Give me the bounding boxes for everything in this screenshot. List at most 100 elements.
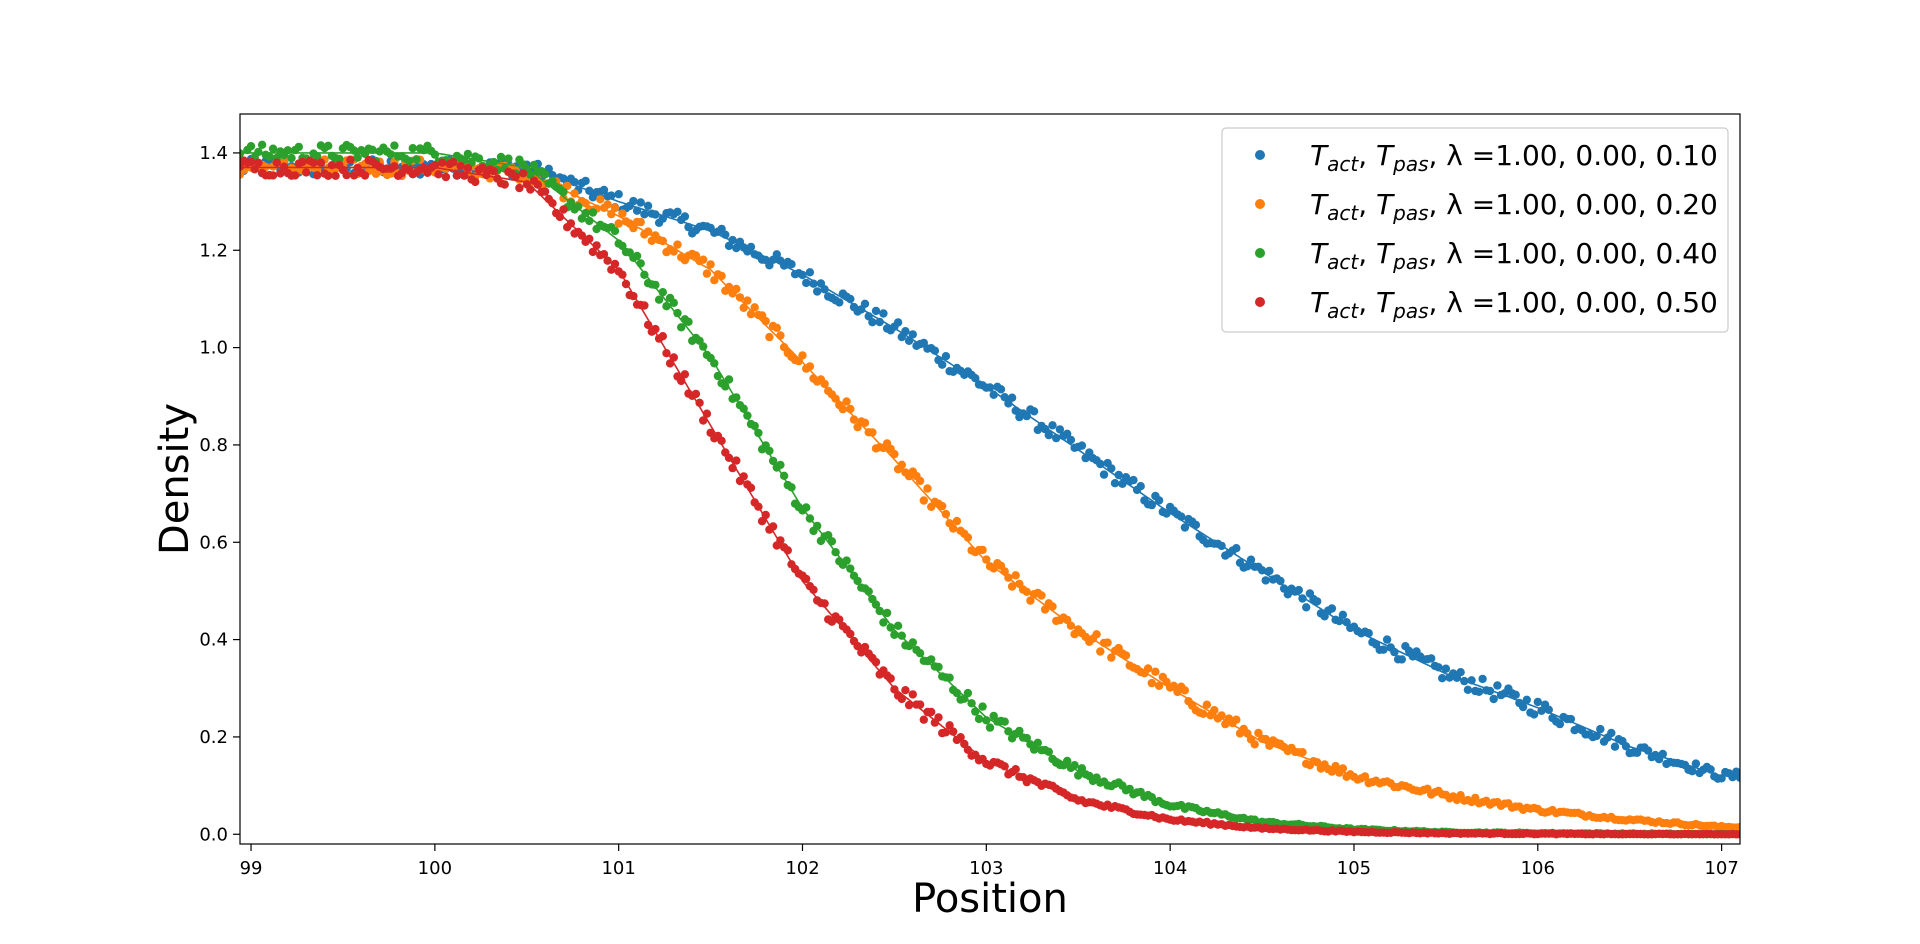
- data-point: [677, 323, 686, 332]
- data-point: [1397, 655, 1407, 664]
- data-point: [603, 200, 612, 209]
- data-point: [941, 728, 951, 737]
- data-point: [1537, 706, 1546, 715]
- data-point: [1180, 523, 1190, 532]
- data-point: [802, 278, 811, 288]
- data-point: [1735, 830, 1740, 839]
- data-point: [610, 259, 620, 269]
- legend-item: Tact, Tpas, λ =1.00, 0.00, 0.40: [1255, 237, 1718, 274]
- data-point: [820, 379, 829, 389]
- legend-label: Tact, Tpas, λ =1.00, 0.00, 0.20: [1310, 188, 1718, 225]
- x-tick-label: 106: [1521, 858, 1555, 879]
- data-point: [298, 157, 307, 167]
- data-point: [1022, 411, 1031, 421]
- data-point: [1147, 678, 1157, 688]
- data-point: [978, 545, 987, 555]
- data-point: [813, 287, 822, 296]
- data-point: [614, 190, 623, 199]
- data-point: [1265, 566, 1274, 576]
- data-point: [1298, 594, 1307, 603]
- data-point: [713, 371, 723, 381]
- data-point: [629, 223, 638, 233]
- data-point: [1074, 771, 1083, 780]
- data-point: [927, 707, 936, 717]
- data-point: [621, 279, 631, 289]
- data-point: [629, 196, 638, 206]
- legend-marker: [1255, 199, 1265, 209]
- data-point: [945, 721, 954, 730]
- data-point: [886, 623, 895, 632]
- data-point: [971, 374, 980, 383]
- data-point: [331, 171, 340, 180]
- data-point: [588, 247, 598, 257]
- data-point: [1000, 567, 1009, 576]
- data-point: [1217, 711, 1226, 720]
- data-point: [658, 236, 667, 246]
- data-point: [934, 662, 943, 672]
- data-point: [430, 161, 440, 170]
- legend-marker: [1255, 297, 1265, 307]
- data-point: [585, 234, 594, 243]
- data-point: [691, 389, 701, 399]
- data-point: [353, 153, 362, 162]
- data-point: [669, 247, 678, 256]
- data-point: [1658, 749, 1668, 759]
- data-point: [404, 156, 414, 165]
- legend-label: Tact, Tpas, λ =1.00, 0.00, 0.10: [1310, 139, 1718, 176]
- data-point: [257, 140, 267, 149]
- data-point: [460, 171, 469, 180]
- data-point: [618, 209, 627, 218]
- data-point: [559, 205, 568, 214]
- data-point: [1202, 700, 1212, 709]
- data-point: [846, 294, 855, 304]
- data-point: [1118, 479, 1127, 488]
- data-point: [327, 161, 337, 170]
- data-point: [930, 346, 940, 355]
- data-point: [540, 170, 550, 179]
- data-point: [324, 141, 333, 150]
- data-point: [1331, 761, 1340, 771]
- data-point: [695, 398, 704, 407]
- data-point: [434, 170, 443, 179]
- data-point: [1338, 610, 1348, 619]
- data-point: [743, 296, 752, 305]
- data-point: [287, 153, 296, 163]
- data-point: [893, 621, 903, 630]
- data-point: [1621, 742, 1631, 751]
- data-point: [1177, 512, 1186, 521]
- x-tick-label: 99: [240, 858, 263, 879]
- data-point: [515, 183, 524, 193]
- data-point: [1096, 459, 1105, 469]
- data-point: [1077, 441, 1087, 450]
- data-point: [890, 449, 899, 459]
- data-point: [853, 641, 862, 651]
- data-point: [1463, 685, 1473, 694]
- data-point: [669, 298, 678, 307]
- data-point: [952, 516, 962, 526]
- y-axis: 0.0 0.2 0.4 0.6 0.8 1.0 1.2 1.4: [199, 143, 240, 845]
- data-point: [294, 142, 303, 152]
- data-point: [548, 199, 557, 208]
- data-point: [651, 280, 660, 290]
- data-point: [820, 285, 829, 294]
- data-point: [1037, 591, 1046, 600]
- data-point: [1066, 435, 1076, 445]
- data-point: [684, 317, 693, 326]
- data-point: [673, 240, 682, 249]
- data-point: [1478, 674, 1487, 684]
- legend-marker: [1255, 248, 1265, 258]
- data-point: [750, 303, 759, 312]
- data-point: [897, 694, 906, 704]
- data-point: [1129, 475, 1138, 485]
- data-point: [1026, 596, 1035, 605]
- data-point: [761, 510, 770, 520]
- data-point: [1000, 717, 1009, 726]
- data-point: [1217, 541, 1226, 551]
- data-point: [246, 157, 256, 167]
- data-point: [540, 187, 550, 196]
- data-point: [805, 268, 815, 277]
- data-point: [746, 309, 756, 319]
- data-point: [669, 353, 678, 362]
- data-point: [1610, 742, 1620, 751]
